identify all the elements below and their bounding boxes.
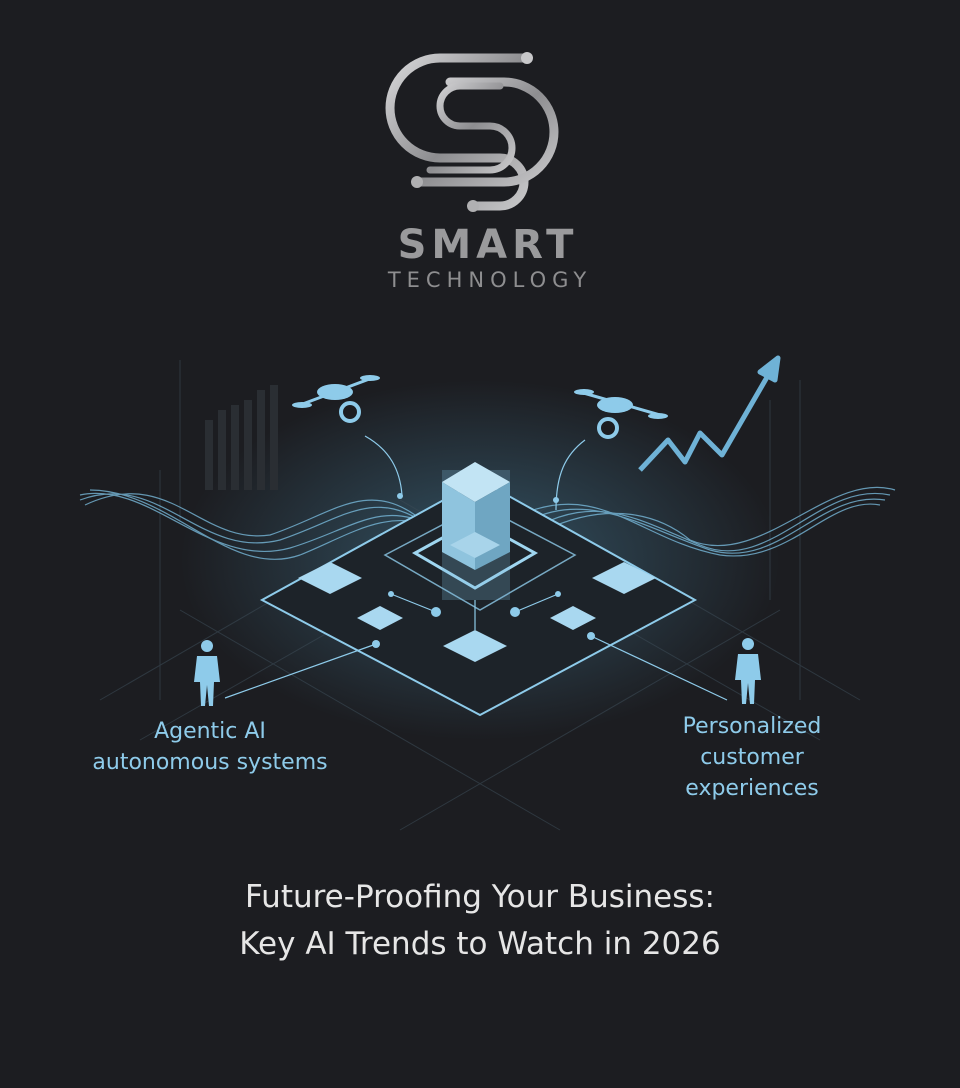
drone-icon bbox=[555, 389, 668, 511]
data-wave-icon bbox=[79, 486, 896, 560]
label-line: Personalized bbox=[682, 714, 822, 739]
logo-wordmark-smart: SMART bbox=[397, 222, 579, 268]
businessman-icon bbox=[194, 640, 220, 706]
page-title: Future-Proofing Your Business: Key AI Tr… bbox=[0, 874, 960, 968]
label-line: experiences bbox=[685, 776, 819, 801]
businessman-icon bbox=[735, 638, 761, 704]
drone-icon bbox=[292, 375, 403, 496]
label-line: Agentic AI bbox=[154, 719, 266, 744]
title-line-1: Future-Proofing Your Business: bbox=[245, 879, 715, 915]
rising-arrow-chart-icon bbox=[638, 355, 781, 472]
circuit-s-logo-icon bbox=[385, 52, 559, 212]
label-line: customer bbox=[700, 745, 804, 770]
bar-chart-background bbox=[205, 385, 278, 490]
title-line-2: Key AI Trends to Watch in 2026 bbox=[239, 926, 721, 962]
logo-wordmark-technology: TECHNOLOGY bbox=[387, 268, 593, 292]
agentic-ai-label: Agentic AI autonomous systems bbox=[60, 716, 360, 778]
isometric-platform-icon bbox=[224, 462, 728, 717]
label-line: autonomous systems bbox=[92, 750, 328, 775]
personalized-experiences-label: Personalized customer experiences bbox=[602, 711, 902, 804]
